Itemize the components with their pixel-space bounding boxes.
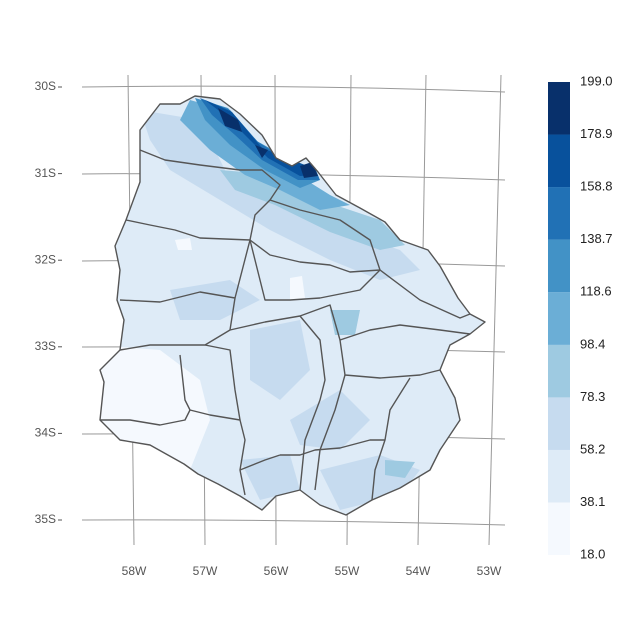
legend-swatch xyxy=(548,502,570,555)
legend-label: 58.2 xyxy=(580,441,605,456)
legend-swatch xyxy=(548,344,570,398)
legend-swatch xyxy=(548,187,570,240)
legend-label: 98.4 xyxy=(580,336,605,351)
lat-label: 33S xyxy=(35,339,56,353)
department-borders xyxy=(99,95,486,516)
legend-swatch xyxy=(548,82,570,135)
legend-swatch xyxy=(548,134,570,188)
legend-label: 38.1 xyxy=(580,494,605,509)
lon-label: 58W xyxy=(122,564,147,578)
legend-swatch xyxy=(548,239,570,293)
legend-swatch xyxy=(548,397,570,450)
lat-label: 35S xyxy=(35,512,56,526)
lat-label: 34S xyxy=(35,426,56,440)
legend-swatch xyxy=(548,292,570,345)
legend-label: 118.6 xyxy=(580,284,612,299)
lon-label: 57W xyxy=(193,564,218,578)
lat-label: 32S xyxy=(35,252,56,266)
lon-label: 54W xyxy=(406,564,431,578)
legend-label: 138.7 xyxy=(580,231,613,246)
lat-label: 30S xyxy=(35,79,56,93)
lon-label: 56W xyxy=(264,564,289,578)
legend-label: 78.3 xyxy=(580,389,605,404)
legend-label: 18.0 xyxy=(580,546,605,561)
legend-label: 199.0 xyxy=(580,73,613,88)
legend-label: 178.9 xyxy=(580,126,613,141)
lat-label: 31S xyxy=(35,166,56,180)
lon-label: 55W xyxy=(335,564,360,578)
legend-swatch xyxy=(548,449,570,503)
legend-label: 158.8 xyxy=(580,178,613,193)
lon-label: 53W xyxy=(477,564,502,578)
